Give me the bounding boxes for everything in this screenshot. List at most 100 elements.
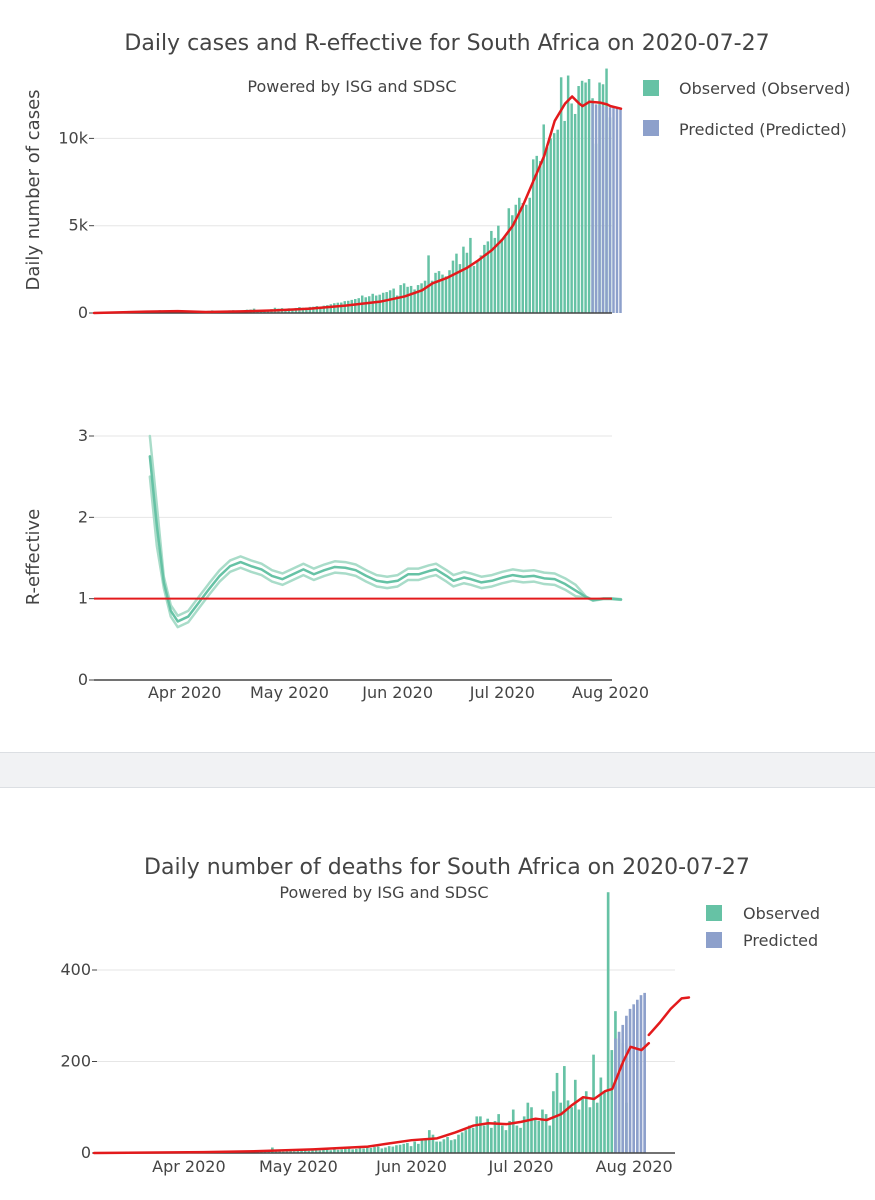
bar-observed (380, 1148, 384, 1153)
r-y-axis-title: R-effective (23, 509, 44, 606)
y-tick-label: 0 (78, 670, 88, 689)
legend-item-predicted[interactable]: Predicted (706, 931, 818, 950)
bar-observed (448, 270, 451, 313)
bar-observed (469, 237, 472, 313)
bar-observed (475, 1116, 479, 1153)
chart-subtitle: Powered by ISG and SDSC (279, 883, 488, 902)
bar-observed (563, 120, 566, 313)
bar-observed (427, 1130, 431, 1154)
bar-observed (599, 1077, 603, 1153)
bar-observed (530, 1107, 533, 1153)
bar-observed (312, 306, 315, 313)
bar-predicted (605, 106, 608, 313)
bar-observed (584, 1091, 588, 1153)
bar-observed (362, 1148, 365, 1153)
bar-observed (483, 244, 486, 313)
bar-observed (552, 1091, 555, 1153)
legend-item-predicted[interactable]: Predicted (Predicted) (643, 120, 847, 139)
r-lower-bound-line (148, 475, 623, 629)
bar-observed (511, 1109, 515, 1153)
x-tick-label: Aug 2020 (596, 1157, 673, 1176)
bar-observed (457, 1134, 460, 1153)
bar-observed (504, 1130, 508, 1154)
bar-observed (329, 1150, 333, 1153)
bar-observed (559, 77, 563, 313)
x-tick-label: May 2020 (259, 1157, 338, 1176)
chart-title: Daily cases and R-effective for South Af… (124, 31, 769, 56)
bar-predicted (601, 106, 605, 313)
bar-observed (535, 155, 538, 313)
bar-observed (267, 1151, 271, 1153)
bar-observed (519, 1127, 522, 1153)
x-tick-label: May 2020 (250, 683, 329, 702)
bar-observed (333, 1149, 336, 1153)
bar-observed (462, 246, 465, 313)
bar-observed (504, 236, 507, 313)
bar-observed (395, 1145, 398, 1153)
bar-observed (378, 294, 381, 313)
bar-observed (465, 252, 469, 313)
legend-label-predicted: Predicted (743, 931, 818, 950)
bar-observed (581, 1098, 584, 1153)
bar-observed (490, 1127, 493, 1153)
bar-observed (584, 82, 587, 313)
bar-observed (314, 1149, 318, 1153)
bar-observed (435, 1141, 438, 1153)
bar-observed (409, 285, 413, 313)
bar-observed (420, 1140, 424, 1153)
bar-observed (490, 230, 493, 313)
bar-observed (399, 285, 402, 313)
bar-predicted (643, 992, 646, 1154)
bar-observed (303, 1150, 307, 1153)
bar-observed (308, 306, 312, 313)
bar-observed (406, 1142, 409, 1153)
bar-observed (549, 138, 552, 313)
bar-observed (500, 1125, 504, 1153)
y-tick-label: 3 (78, 426, 88, 445)
bar-predicted (615, 108, 619, 314)
bar-observed (417, 1143, 420, 1153)
bar-observed (369, 1147, 373, 1153)
bar-observed (413, 1141, 417, 1153)
bar-observed (434, 272, 437, 313)
bar-observed (437, 271, 441, 313)
smoothed-deaths-line (92, 1041, 651, 1155)
bar-observed (357, 298, 360, 313)
bar-observed (537, 1120, 541, 1153)
bar-observed (538, 161, 542, 313)
y-tick-label: 2 (78, 507, 88, 526)
bar-observed (291, 308, 294, 313)
bar-observed (442, 1139, 446, 1153)
bar-observed (322, 1149, 325, 1153)
bar-observed (285, 1151, 289, 1153)
legend-swatch-observed (643, 80, 659, 96)
bar-observed (486, 241, 490, 313)
legend-item-observed[interactable]: Observed (706, 904, 820, 923)
cases-legend: Observed (Observed) Predicted (Predicted… (643, 79, 851, 139)
bar-observed (350, 299, 353, 313)
bar-observed (460, 1132, 464, 1153)
bar-observed (573, 1079, 577, 1153)
bar-observed (479, 255, 483, 313)
bar-observed (381, 292, 385, 313)
y-tick-label: 0 (78, 303, 88, 322)
cases-and-r-effective-figure: Daily cases and R-effective for South Af… (23, 31, 851, 702)
bar-observed (493, 237, 497, 313)
bar-observed (479, 1116, 482, 1153)
bar-observed (274, 1150, 278, 1153)
bar-observed (493, 1120, 497, 1153)
bar-observed (322, 305, 326, 313)
bar-observed (518, 197, 521, 313)
bar-observed (566, 1100, 570, 1153)
legend-item-observed[interactable]: Observed (Observed) (643, 79, 851, 98)
bar-observed (472, 265, 476, 313)
bar-observed (354, 299, 357, 313)
y-tick-label: 0 (81, 1143, 91, 1162)
y-tick-label: 10k (58, 128, 88, 147)
bar-observed (278, 1151, 281, 1153)
bar-predicted (591, 103, 594, 313)
bar-observed (336, 1149, 340, 1153)
bar-observed (541, 1109, 544, 1153)
bar-observed (385, 292, 388, 313)
bar-observed (340, 1149, 344, 1153)
